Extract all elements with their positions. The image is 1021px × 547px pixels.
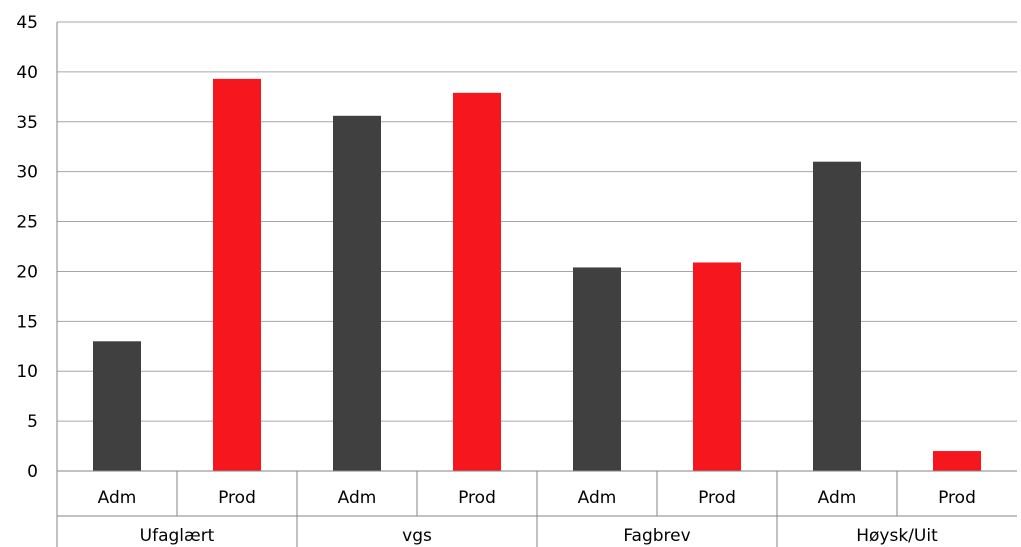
subcategory-label: Adm [98,488,137,508]
bar-adm-4 [573,267,621,471]
group-label: Ufaglært [140,526,215,546]
y-tick-label: 0 [27,462,38,482]
y-tick-label: 45 [16,13,38,33]
bar-prod-1 [213,78,261,471]
y-tick-label: 10 [16,362,38,382]
group-label: Høysk/Uit [856,526,938,546]
bar-adm-6 [813,161,861,471]
y-tick-label: 30 [16,163,38,183]
group-label: vgs [402,526,432,546]
subcategory-label: Adm [818,488,857,508]
y-tick-label: 5 [27,412,38,432]
bars [93,78,981,472]
subcategory-label: Prod [458,488,496,508]
subcategory-label: Prod [698,488,736,508]
subcategory-label: Prod [218,488,256,508]
y-tick-label: 25 [16,213,38,233]
subcategory-label: Prod [938,488,976,508]
y-tick-label: 20 [16,262,38,282]
gridlines [57,21,1017,422]
subcategory-label: Adm [338,488,377,508]
axes [56,22,1017,547]
bar-prod-5 [693,262,741,471]
y-axis-tick-labels: 0 5 10 15 20 25 30 35 40 45 [16,13,38,482]
bar-prod-3 [453,92,501,471]
y-tick-label: 40 [16,63,38,83]
group-label: Fagbrev [623,526,690,546]
subcategory-label: Adm [578,488,617,508]
bar-prod-7 [933,451,981,471]
y-tick-label: 35 [16,113,38,133]
bar-adm-0 [93,341,141,471]
bar-adm-2 [333,115,381,472]
y-tick-label: 15 [16,312,38,332]
